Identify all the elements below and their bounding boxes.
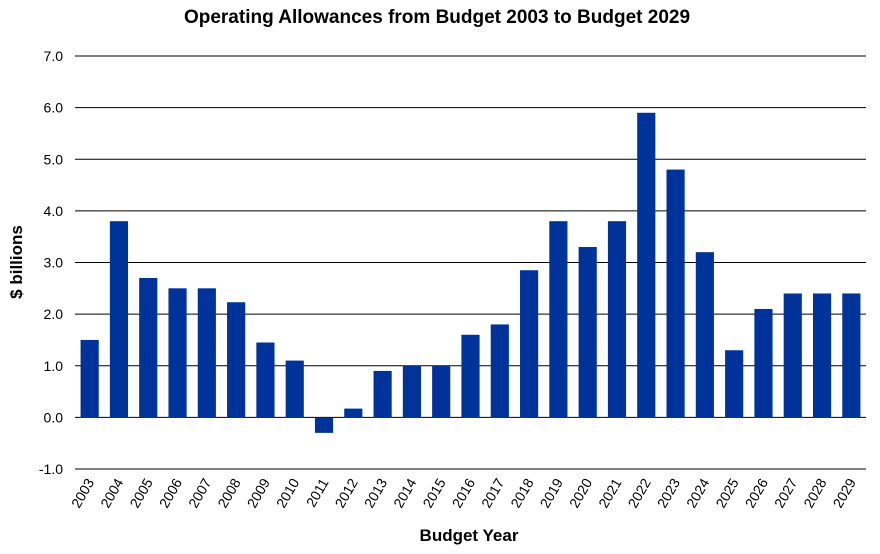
- bar-2010: [285, 360, 304, 418]
- x-tick-label: 2012: [331, 475, 361, 510]
- x-tick-label: 2008: [214, 475, 244, 510]
- bar-2026: [754, 308, 773, 418]
- bar-2008: [227, 302, 246, 418]
- x-tick-label: 2006: [156, 475, 186, 510]
- bar-2005: [139, 277, 158, 418]
- x-tick-label: 2025: [712, 475, 742, 510]
- y-tick-label: 6.0: [44, 100, 64, 116]
- y-tick-label: 1.0: [44, 358, 64, 374]
- x-tick-label: 2023: [654, 475, 684, 510]
- x-tick-label: 2027: [771, 475, 801, 510]
- x-tick-label: 2026: [742, 475, 772, 510]
- x-tick-label: 2017: [478, 475, 508, 510]
- x-tick-label: 2021: [595, 475, 625, 510]
- bar-2028: [812, 293, 832, 418]
- bar-2021: [607, 221, 627, 418]
- x-tick-label: 2019: [537, 475, 567, 510]
- bar-2004: [109, 221, 129, 418]
- x-tick-label: 2016: [449, 475, 479, 510]
- x-tick-label: 2003: [68, 475, 98, 510]
- bar-2023: [666, 169, 685, 418]
- x-tick-label: 2005: [126, 475, 156, 510]
- bar-2006: [168, 288, 187, 418]
- x-tick-label: 2028: [800, 475, 830, 510]
- bar-2013: [373, 370, 392, 418]
- y-axis-ticks: 7.0 6.0 5.0 4.0 3.0 2.0 1.0 0.0 -1.0: [39, 48, 63, 477]
- chart-title: Operating Allowances from Budget 2003 to…: [184, 7, 690, 28]
- bar-2018: [520, 270, 539, 418]
- bar-2015: [432, 365, 451, 418]
- bars: [80, 112, 861, 433]
- bar-2014: [402, 365, 421, 418]
- x-tick-label: 2007: [185, 475, 215, 510]
- x-tick-label: 2020: [566, 475, 596, 510]
- bar-2019: [549, 221, 568, 418]
- x-tick-label: 2015: [419, 475, 449, 510]
- bar-2025: [725, 350, 744, 418]
- bar-2029: [842, 293, 861, 418]
- y-tick-label: 0.0: [44, 409, 64, 425]
- bar-2007: [197, 288, 216, 418]
- bar-2017: [490, 324, 509, 418]
- x-axis-ticks: 2003 2004 2005 2006 2007 2008 2009 2010 2011 2012…: [68, 475, 859, 510]
- y-tick-label: -1.0: [39, 461, 63, 477]
- bar-2016: [461, 334, 480, 418]
- bar-2011: [314, 417, 334, 433]
- x-tick-label: 2018: [507, 475, 537, 510]
- bar-2012: [344, 408, 363, 418]
- y-tick-label: 4.0: [44, 203, 64, 219]
- y-tick-label: 5.0: [44, 151, 64, 167]
- x-tick-label: 2024: [683, 475, 713, 510]
- x-tick-label: 2011: [303, 475, 332, 509]
- x-tick-label: 2010: [273, 475, 303, 510]
- x-tick-label: 2013: [361, 475, 391, 510]
- x-tick-label: 2009: [244, 475, 274, 510]
- x-tick-label: 2014: [390, 475, 420, 510]
- y-tick-label: 7.0: [44, 48, 64, 64]
- x-axis-label: Budget Year: [420, 526, 519, 545]
- bar-2022: [637, 112, 656, 418]
- y-tick-label: 3.0: [44, 255, 64, 271]
- bar-2020: [578, 247, 597, 418]
- x-tick-label: 2029: [830, 475, 860, 510]
- bar-2024: [695, 252, 714, 418]
- x-tick-label: 2022: [624, 475, 654, 510]
- y-axis-label: $ billions: [7, 225, 26, 299]
- bar-2003: [80, 339, 99, 418]
- bar-2027: [783, 293, 802, 418]
- x-tick-label: 2004: [97, 475, 127, 510]
- y-tick-label: 2.0: [44, 306, 64, 322]
- bar-2009: [256, 342, 275, 418]
